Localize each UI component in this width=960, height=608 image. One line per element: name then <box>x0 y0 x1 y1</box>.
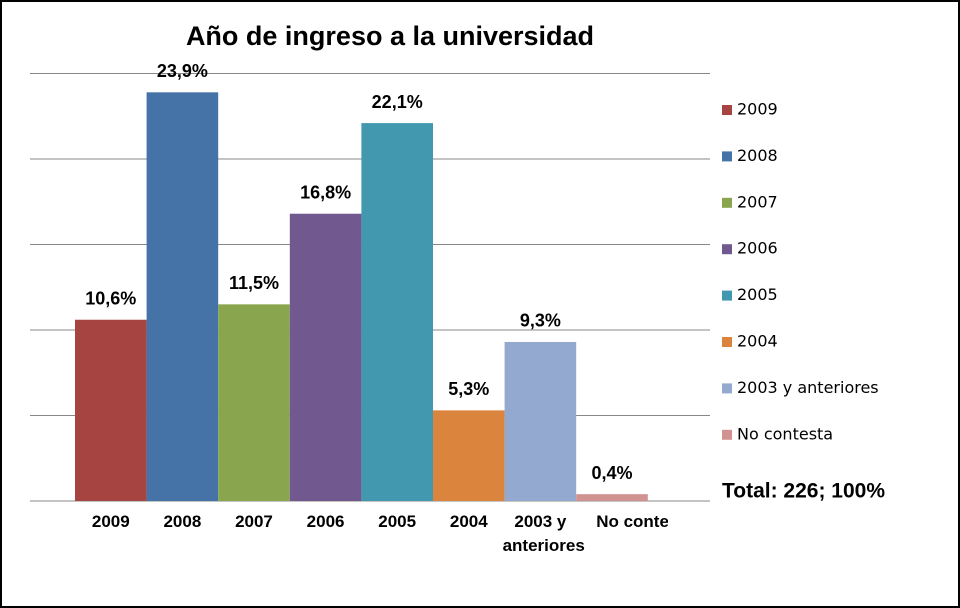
x-tick-label: 2005 <box>378 512 417 531</box>
x-tick: 2007 <box>235 512 273 531</box>
legend-swatch <box>722 429 732 440</box>
x-tick-label: 2006 <box>306 512 345 531</box>
legend-swatch <box>722 290 732 301</box>
x-tick: 2004 <box>449 512 488 531</box>
x-tick: 2008 <box>163 512 202 531</box>
legend-label: 2008 <box>737 146 778 165</box>
data-label: 22,1% <box>372 92 423 112</box>
bar <box>218 304 290 501</box>
legend-swatch <box>722 383 732 394</box>
legend-label: 2006 <box>737 239 778 258</box>
x-tick-label: 2003 y anteriores <box>502 512 585 555</box>
bar <box>146 92 219 501</box>
x-tick: 2005 <box>378 512 417 531</box>
data-label: 9,3% <box>520 311 561 331</box>
legend-label: 2005 <box>737 285 778 304</box>
legend-swatch <box>722 244 732 255</box>
x-tick-label: 2009 <box>91 512 130 531</box>
x-tick-label: 2008 <box>163 512 202 531</box>
bar <box>75 319 147 501</box>
x-tick: 2006 <box>306 512 345 531</box>
x-tick: 2003 y anteriores <box>502 512 585 555</box>
data-label: 16,8% <box>300 182 351 202</box>
data-label: 10,6% <box>85 288 136 308</box>
legend-label: 2007 <box>737 192 778 211</box>
legend-swatch <box>722 151 732 162</box>
data-label: 0,4% <box>591 463 632 483</box>
bar <box>361 123 433 501</box>
data-label: 11,5% <box>229 273 279 293</box>
x-tick-label: 2007 <box>235 512 273 531</box>
data-label: 5,3% <box>448 379 489 399</box>
bar <box>289 213 362 501</box>
x-tick-label: No contesta <box>596 512 668 531</box>
legend-label: 2004 <box>737 332 778 351</box>
legend-swatch <box>722 105 732 115</box>
bar <box>433 410 505 501</box>
bar <box>576 494 648 501</box>
legend-label: No contesta <box>737 424 833 443</box>
x-tick: No contesta <box>596 512 668 531</box>
legend-swatch <box>722 337 732 347</box>
x-tick: 2009 <box>91 512 130 531</box>
annotation: Total: 226; 100% <box>722 480 885 503</box>
legend-swatch <box>722 197 732 208</box>
x-tick-label: 2004 <box>449 512 488 531</box>
legend-label: 2003 y anteriores <box>737 378 879 397</box>
chart-title: Año de ingreso a la universidad <box>186 21 594 51</box>
legend-label: 2009 <box>737 100 778 119</box>
bar <box>504 341 577 501</box>
data-label: 23,9% <box>157 61 208 81</box>
